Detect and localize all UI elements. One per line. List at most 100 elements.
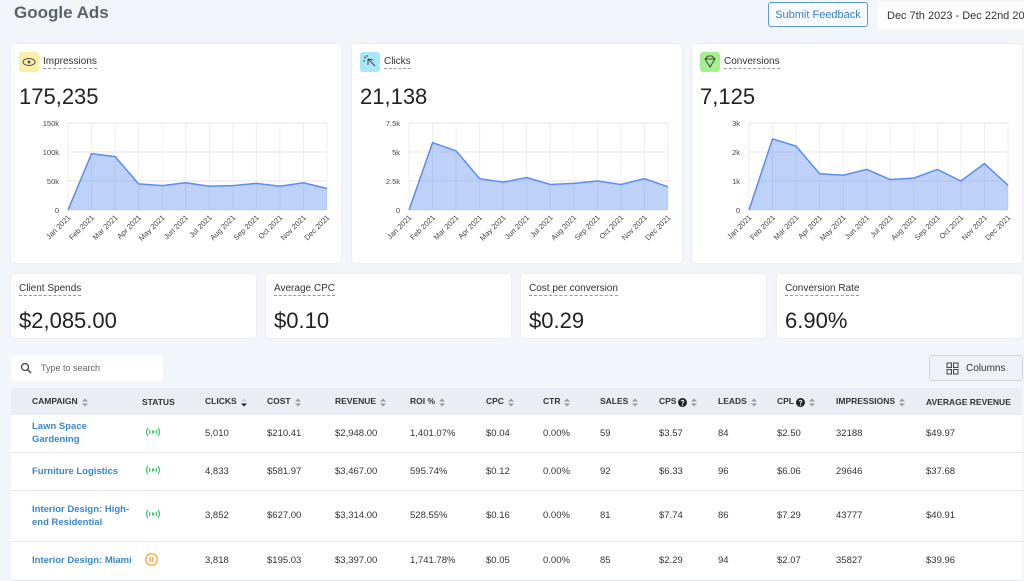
table-cell: $3.57 xyxy=(650,415,709,453)
table-cell: $0.04 xyxy=(477,415,534,453)
submit-feedback-button[interactable]: Submit Feedback xyxy=(768,2,868,27)
page-title: Google Ads xyxy=(14,3,109,22)
table-cell: 32188 xyxy=(827,415,917,453)
table-cell: 1,401.07% xyxy=(401,415,477,453)
table-cell: $7.29 xyxy=(768,490,827,542)
sort-icon[interactable] xyxy=(439,398,446,407)
column-header[interactable]: REVENUE xyxy=(326,388,401,415)
date-range-picker[interactable]: Dec 7th 2023 - Dec 22nd 202 xyxy=(878,2,1024,29)
status-cell xyxy=(133,490,196,542)
campaign-link[interactable]: Interior Design: Miami xyxy=(11,541,133,581)
table-cell: $37.68 xyxy=(917,452,1022,491)
sort-icon[interactable] xyxy=(507,398,514,407)
metric-card: Client Spends $2,085.00 xyxy=(11,274,256,338)
y-tick-label: 5k xyxy=(392,148,400,157)
table-cell: 528.55% xyxy=(401,490,477,542)
table-cell: $6.06 xyxy=(768,452,827,491)
metric-label: Average CPC xyxy=(274,283,335,296)
sort-icon[interactable] xyxy=(564,398,571,407)
y-tick-label: 7.5k xyxy=(386,119,400,128)
y-tick-label: 3k xyxy=(732,119,740,128)
sort-icon[interactable] xyxy=(750,398,757,407)
column-header[interactable]: IMPRESSIONS xyxy=(827,388,917,415)
metric-value: $0.29 xyxy=(529,308,585,333)
table-cell: 85 xyxy=(591,541,650,581)
conversions-card: Conversions 7,125 0 1k 2k 3k Jan 2021 Feb 202… xyxy=(692,44,1022,263)
metric-value: $0.10 xyxy=(274,308,330,333)
header-row: CAMPAIGN STATUS CLICKS COST REVENUE ROI % CPC C… xyxy=(11,388,1022,415)
table-cell: 35827 xyxy=(827,541,917,581)
area-fill xyxy=(409,142,668,210)
column-header-text: REVENUE xyxy=(335,396,377,407)
card-value: 7,125 xyxy=(700,84,756,109)
y-tick-label: 0 xyxy=(736,206,740,215)
table-cell: 4,833 xyxy=(196,452,258,491)
help-icon[interactable] xyxy=(796,397,805,407)
search-placeholder: Type to search xyxy=(41,363,101,373)
column-header[interactable]: AVERAGE REVENUE xyxy=(917,388,1022,415)
table-row: Furniture Logistics 4,833 $581.97 $3,467.00… xyxy=(11,452,1022,491)
status-active-icon[interactable] xyxy=(145,464,161,476)
table-cell: 86 xyxy=(709,490,768,542)
column-header[interactable]: SALES xyxy=(591,388,650,415)
table-cell: $195.03 xyxy=(258,541,326,581)
column-header[interactable]: ROI % xyxy=(401,388,477,415)
table-cell: 1,741.78% xyxy=(401,541,477,581)
column-header[interactable]: CLICKS xyxy=(196,388,258,415)
cursor-icon xyxy=(360,52,380,72)
column-header[interactable]: CAMPAIGN xyxy=(11,388,133,415)
sort-icon[interactable] xyxy=(809,398,815,407)
table-row: Interior Design: Miami 3,818 $195.03 $3,397… xyxy=(11,541,1022,581)
impressions-card: Impressions 175,235 0 50k 100k 150k Jan 2021… xyxy=(11,44,341,263)
table-cell: $39.96 xyxy=(917,541,1022,581)
search-input[interactable]: Type to search xyxy=(11,355,163,381)
table-cell: $0.12 xyxy=(477,452,534,491)
status-active-icon[interactable] xyxy=(145,508,161,520)
x-tick-label: Sep 2021 xyxy=(913,213,942,242)
columns-button[interactable]: Columns xyxy=(929,355,1023,381)
x-tick-label: May 2021 xyxy=(818,213,848,243)
campaign-link[interactable]: Interior Design: High-end Residential xyxy=(11,490,133,542)
help-icon[interactable] xyxy=(678,397,688,407)
column-header-text: LEADS xyxy=(718,396,747,407)
column-header[interactable]: CPC xyxy=(477,388,534,415)
sort-icon[interactable] xyxy=(240,398,247,407)
column-header-text: SALES xyxy=(600,396,629,407)
table-cell: 94 xyxy=(709,541,768,581)
table-cell: $3,467.00 xyxy=(326,452,401,491)
y-tick-label: 100k xyxy=(43,148,60,157)
status-paused-icon[interactable] xyxy=(145,552,158,566)
metric-card: Conversion Rate 6.90% xyxy=(777,274,1022,338)
sort-icon[interactable] xyxy=(380,398,387,407)
table-cell: $40.91 xyxy=(917,490,1022,542)
sort-icon[interactable] xyxy=(691,398,698,407)
column-header[interactable]: CPS xyxy=(650,388,709,415)
column-header[interactable]: COST xyxy=(258,388,326,415)
column-header-text: ROI % xyxy=(410,396,436,407)
table-cell: 0.00% xyxy=(534,541,591,581)
sort-icon[interactable] xyxy=(632,398,639,407)
table-cell: 96 xyxy=(709,452,768,491)
x-tick-label: Jun 2021 xyxy=(843,213,871,241)
sort-icon[interactable] xyxy=(899,398,906,407)
x-tick-label: Sep 2021 xyxy=(573,213,602,242)
campaign-link[interactable]: Furniture Logistics xyxy=(11,452,133,491)
campaign-table: CAMPAIGN STATUS CLICKS COST REVENUE ROI % CPC C… xyxy=(11,388,1022,581)
column-header[interactable]: STATUS xyxy=(133,388,196,415)
table-cell: $2.50 xyxy=(768,415,827,453)
column-header[interactable]: CPL xyxy=(768,388,827,415)
card-value: 175,235 xyxy=(19,84,99,109)
table-cell: $7.74 xyxy=(650,490,709,542)
y-tick-label: 150k xyxy=(43,119,60,128)
column-header[interactable]: LEADS xyxy=(709,388,768,415)
status-active-icon[interactable] xyxy=(145,426,161,438)
campaign-link[interactable]: Lawn Space Gardening xyxy=(11,415,133,453)
metric-card: Cost per conversion $0.29 xyxy=(521,274,766,338)
sort-icon[interactable] xyxy=(81,398,88,407)
column-header-text: IMPRESSIONS xyxy=(836,396,896,407)
sort-icon[interactable] xyxy=(294,398,301,407)
column-header[interactable]: CTR xyxy=(534,388,591,415)
table-cell: 595.74% xyxy=(401,452,477,491)
